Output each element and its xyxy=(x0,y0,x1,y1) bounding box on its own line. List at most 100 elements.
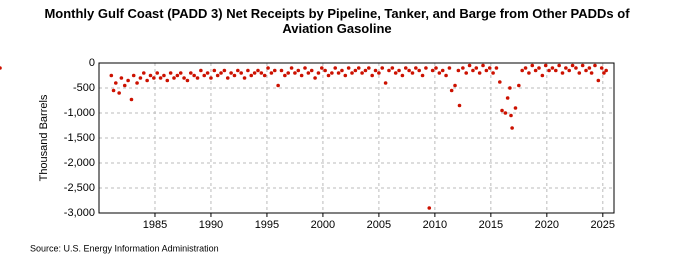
point xyxy=(550,66,555,70)
x-tick-label: 2015 xyxy=(479,219,503,231)
point xyxy=(547,68,551,73)
point xyxy=(182,76,186,80)
x-tick-label: 2020 xyxy=(535,219,559,231)
point xyxy=(456,68,461,73)
point xyxy=(276,83,280,88)
point xyxy=(477,71,482,75)
point xyxy=(407,68,411,73)
point xyxy=(498,80,502,84)
point xyxy=(306,71,311,75)
point xyxy=(242,76,247,80)
y-tick-label: -2,500 xyxy=(64,182,95,194)
point xyxy=(370,73,374,78)
point xyxy=(286,71,291,75)
point xyxy=(570,63,575,68)
chart-title: Monthly Gulf Coast (PADD 3) Net Receipts… xyxy=(44,6,630,36)
point xyxy=(152,76,156,80)
point xyxy=(246,68,250,73)
point xyxy=(599,66,604,70)
x-tick-label: 2025 xyxy=(591,219,615,231)
point xyxy=(540,73,545,78)
point xyxy=(520,68,524,73)
point xyxy=(192,73,196,78)
point xyxy=(464,71,469,75)
point xyxy=(336,71,341,75)
point xyxy=(557,63,561,68)
point xyxy=(185,78,190,83)
point xyxy=(430,68,435,73)
x-tick-label: 1995 xyxy=(255,219,279,231)
point xyxy=(222,68,227,73)
point xyxy=(323,68,327,73)
point xyxy=(505,96,510,100)
point xyxy=(141,71,146,75)
point xyxy=(119,76,124,80)
y-axis-label: Thousand Barrels xyxy=(38,94,50,181)
point xyxy=(367,66,371,70)
point xyxy=(414,66,418,70)
point xyxy=(444,73,448,78)
point xyxy=(523,66,528,70)
point xyxy=(487,66,492,70)
point xyxy=(148,73,153,78)
point xyxy=(113,81,118,85)
point xyxy=(437,71,442,75)
point xyxy=(162,73,166,78)
point xyxy=(0,66,2,70)
point xyxy=(239,71,243,75)
point xyxy=(168,71,173,75)
point xyxy=(272,68,277,73)
point xyxy=(577,71,582,75)
point xyxy=(249,73,254,78)
point xyxy=(494,66,499,70)
point xyxy=(269,71,274,75)
point xyxy=(393,71,398,75)
y-tick-label: 0 xyxy=(89,57,95,69)
point xyxy=(387,68,391,73)
point xyxy=(309,68,314,73)
point xyxy=(122,83,127,88)
x-tick-label: 1990 xyxy=(199,219,223,231)
point xyxy=(593,63,597,68)
point xyxy=(326,73,331,78)
point xyxy=(283,73,287,78)
point xyxy=(373,68,378,73)
point xyxy=(537,66,541,70)
point xyxy=(447,66,452,70)
point xyxy=(440,68,445,73)
point xyxy=(158,76,163,80)
point xyxy=(424,66,428,70)
point xyxy=(584,68,588,73)
point xyxy=(343,73,348,78)
point xyxy=(467,63,472,68)
point xyxy=(299,73,304,78)
point xyxy=(350,71,354,75)
point xyxy=(256,68,260,73)
point xyxy=(279,68,284,73)
point xyxy=(390,66,395,70)
point xyxy=(517,83,521,88)
point xyxy=(111,88,116,93)
y-tick-label: -1,000 xyxy=(64,107,95,119)
point xyxy=(202,73,207,78)
point xyxy=(589,71,594,75)
point xyxy=(491,71,495,75)
point xyxy=(236,68,240,73)
point xyxy=(145,78,149,83)
point xyxy=(259,71,264,75)
point xyxy=(333,66,338,70)
x-tick-label: 1985 xyxy=(143,219,167,231)
point xyxy=(474,66,479,70)
point xyxy=(293,71,297,75)
x-tick-label: 2005 xyxy=(367,219,391,231)
source: Source: U.S. Energy Information Administ… xyxy=(30,243,219,253)
point xyxy=(449,88,454,93)
point xyxy=(420,73,425,78)
point xyxy=(330,71,334,75)
point xyxy=(380,66,385,70)
point xyxy=(232,73,237,78)
point xyxy=(560,71,565,75)
point xyxy=(313,76,317,80)
point xyxy=(543,63,548,68)
point xyxy=(266,66,270,70)
